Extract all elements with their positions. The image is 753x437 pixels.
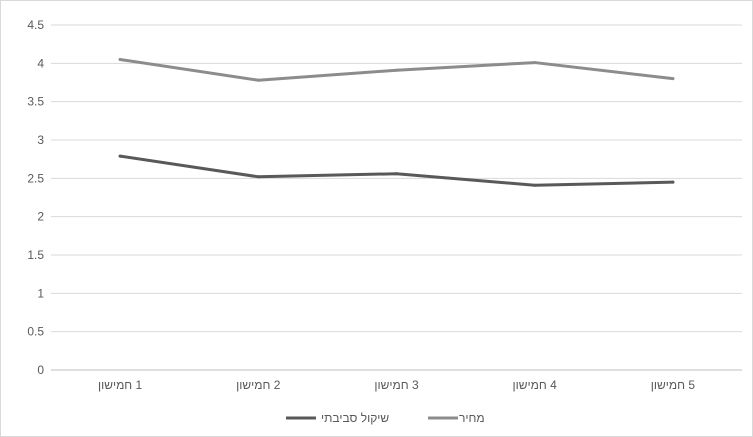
x-tick-label: 5 חמישון [651, 378, 696, 392]
y-tick-label: 2.5 [27, 171, 44, 185]
legend-label-0: שיקול סביבתי [321, 411, 389, 425]
y-tick-label: 1.5 [27, 248, 44, 262]
data-point [671, 180, 675, 184]
legend: שיקול סביבתי מחיר [286, 411, 485, 425]
data-point [256, 78, 260, 82]
y-tick-label: 3.5 [27, 95, 44, 109]
data-point [395, 68, 398, 72]
x-tick-label: 1 חמישון [98, 378, 143, 392]
x-tick-label: 4 חמישון [513, 378, 558, 392]
y-tick-label: 1 [37, 286, 44, 300]
y-tick-label: 4.5 [27, 18, 44, 32]
data-point [671, 77, 675, 81]
x-tick-label: 3 חמישון [374, 378, 419, 392]
y-tick-label: 0.5 [27, 325, 44, 339]
y-tick-label: 4 [37, 56, 44, 70]
grid-lines [51, 24, 742, 371]
data-point [395, 172, 398, 176]
data-point [256, 175, 260, 179]
series-group [118, 58, 675, 187]
y-tick-label: 2 [37, 210, 44, 224]
y-tick-label: 3 [37, 133, 44, 147]
x-tick-label: 2 חמישון [236, 378, 281, 392]
data-point [118, 58, 122, 61]
legend-label-1: מחיר [459, 411, 485, 425]
data-point [533, 61, 537, 65]
data-point [533, 183, 537, 187]
data-point [118, 154, 122, 158]
y-axis: 0 0.5 1 1.5 2 2.5 3 3.5 4 4.5 [27, 18, 44, 377]
x-axis: 1 חמישון 2 חמישון 3 חמישון 4 חמישון 5 חמישון [98, 378, 695, 392]
y-tick-label: 0 [37, 363, 44, 377]
